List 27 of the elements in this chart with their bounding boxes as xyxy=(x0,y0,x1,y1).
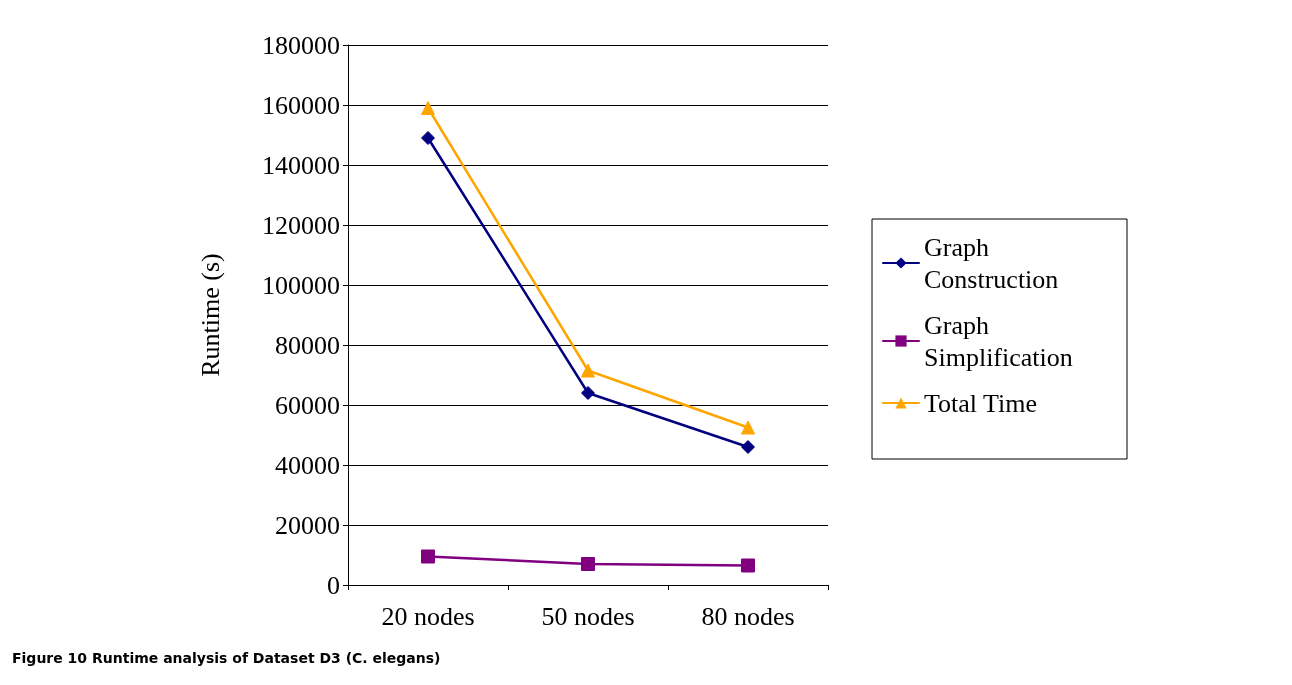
y-tick-label: 180000 xyxy=(262,30,340,60)
x-tick-label: 20 nodes xyxy=(381,601,475,631)
caption: Figure 10 Runtime analysis of Dataset D3 (C. elegans) xyxy=(11,650,442,666)
point xyxy=(741,440,755,454)
y-tick-label: 80000 xyxy=(275,330,340,360)
point xyxy=(581,557,595,571)
legend-label: Graph Simplification xyxy=(924,310,1073,372)
y-tick-label: 20000 xyxy=(275,510,340,540)
point xyxy=(421,131,435,145)
point xyxy=(421,549,435,564)
y-tick-label: 100000 xyxy=(262,270,340,300)
point xyxy=(581,363,595,378)
legend-label: Total Time xyxy=(924,388,1038,418)
y-axis-title: Runtime (s) xyxy=(195,253,225,377)
point xyxy=(741,558,755,573)
y-tick-label: 140000 xyxy=(262,150,340,180)
y-tick-label: 60000 xyxy=(275,390,340,420)
point xyxy=(741,420,755,435)
y-tick-label: 120000 xyxy=(262,210,340,240)
legend-label: Graph Construction xyxy=(924,232,1059,294)
point xyxy=(581,386,595,400)
x-tick-label: 80 nodes xyxy=(701,601,795,631)
y-tick-label: 0 xyxy=(327,570,340,600)
y-tick-label: 160000 xyxy=(262,90,340,120)
point xyxy=(421,101,435,115)
x-tick-label: 50 nodes xyxy=(541,601,635,631)
y-tick-label: 40000 xyxy=(275,450,340,480)
